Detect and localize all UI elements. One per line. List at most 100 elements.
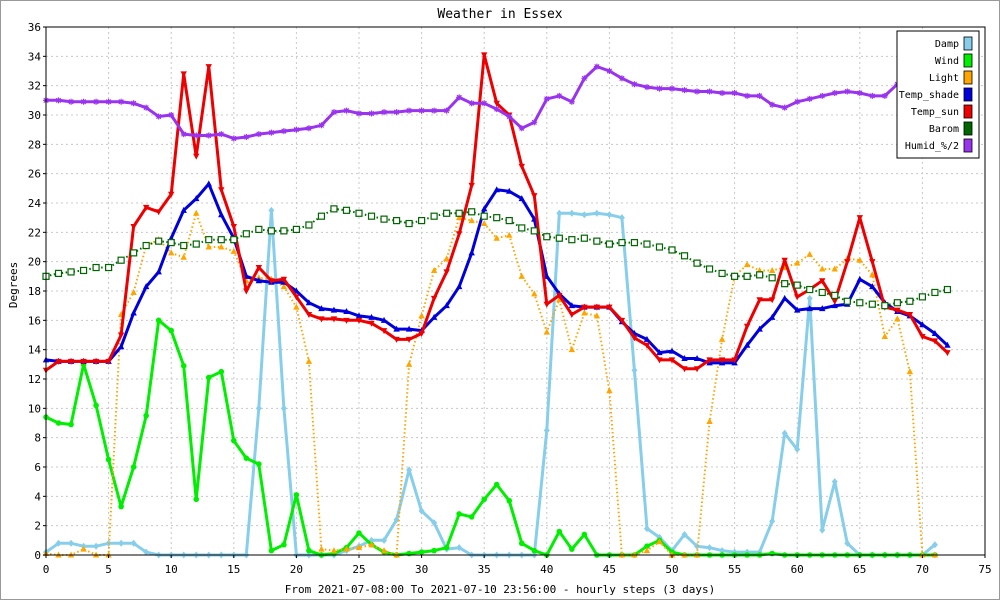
data-point [568, 346, 576, 353]
data-point [305, 311, 313, 318]
data-point [643, 84, 650, 91]
legend-label: Barom [929, 124, 959, 135]
data-point [630, 239, 639, 247]
data-point [418, 331, 425, 338]
chart-title: Weather in Essex [437, 7, 562, 22]
data-point [681, 354, 688, 361]
legend-item: Light [929, 70, 973, 85]
data-point [668, 246, 676, 254]
data-point [856, 256, 863, 263]
data-point [55, 539, 62, 547]
data-point [205, 374, 212, 381]
legend-item: Barom [929, 121, 973, 136]
data-point [581, 304, 588, 311]
data-point [143, 548, 150, 556]
data-point [869, 271, 876, 278]
data-point [643, 547, 651, 554]
data-point [730, 272, 739, 280]
x-tick-label: 20 [290, 563, 303, 576]
data-point [280, 276, 288, 283]
data-point [794, 259, 801, 266]
data-point [193, 496, 200, 503]
data-point [531, 119, 538, 126]
x-tick-label: 35 [478, 563, 491, 576]
data-point [193, 132, 200, 139]
data-point [80, 545, 87, 552]
data-point [493, 100, 500, 107]
data-point [756, 325, 763, 332]
data-point [906, 368, 914, 375]
data-point [919, 321, 926, 328]
data-point [493, 481, 500, 488]
data-point [831, 90, 838, 96]
data-point [317, 212, 326, 220]
data-point [218, 131, 225, 138]
data-point [706, 357, 713, 364]
y-tick-label: 22 [28, 226, 41, 239]
data-point [568, 236, 576, 244]
data-point [280, 227, 288, 235]
data-point [681, 87, 688, 94]
data-point [217, 236, 225, 244]
data-point [481, 496, 488, 503]
data-point [456, 511, 462, 517]
data-point [606, 387, 613, 394]
data-point [343, 107, 350, 114]
series-layer [42, 52, 952, 559]
data-point [806, 294, 813, 302]
data-point [794, 306, 801, 313]
data-point [155, 268, 162, 275]
data-point [255, 131, 262, 138]
data-point [293, 492, 300, 498]
data-point [555, 234, 563, 242]
data-point [243, 455, 250, 462]
data-point [568, 209, 575, 217]
data-point [618, 239, 626, 247]
data-point [819, 278, 826, 285]
data-point [443, 544, 450, 551]
data-point [418, 549, 425, 555]
data-point [919, 333, 926, 340]
data-point [318, 545, 325, 552]
x-tick-label: 55 [728, 563, 741, 576]
data-point [643, 335, 651, 342]
data-point [305, 125, 312, 132]
data-point [894, 315, 901, 322]
data-point [393, 325, 400, 332]
data-point [781, 104, 788, 111]
data-point [155, 317, 162, 324]
x-tick-label: 25 [352, 563, 365, 576]
data-point [167, 239, 175, 247]
data-point [768, 266, 776, 273]
data-point [67, 358, 75, 365]
data-point [543, 233, 551, 241]
data-point [769, 101, 776, 108]
data-point [117, 332, 125, 339]
data-point [193, 195, 200, 202]
data-point [681, 530, 688, 538]
data-point [205, 243, 212, 250]
data-point [944, 350, 951, 357]
data-point [468, 217, 475, 224]
data-point [456, 544, 463, 552]
data-point [844, 88, 851, 95]
data-point [606, 68, 613, 74]
legend-label: Temp_shade [899, 90, 959, 101]
data-point [631, 335, 638, 342]
y-tick-label: 6 [34, 461, 41, 474]
data-point [268, 278, 275, 285]
data-point [105, 358, 112, 365]
data-point [556, 292, 563, 299]
data-point [518, 163, 525, 170]
data-point [205, 64, 212, 71]
data-point [130, 539, 137, 547]
data-point [293, 287, 300, 294]
data-point [768, 313, 776, 320]
data-point [768, 297, 776, 304]
data-point [656, 85, 663, 92]
data-point [218, 211, 225, 218]
y-tick-label: 32 [28, 80, 41, 93]
data-point [493, 106, 500, 113]
data-point [819, 92, 826, 99]
